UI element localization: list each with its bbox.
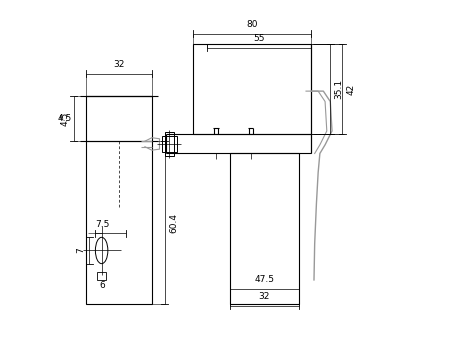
Text: 47.5: 47.5 xyxy=(254,275,274,284)
Text: 32: 32 xyxy=(113,60,125,69)
Bar xyxy=(97,272,106,280)
Text: 32: 32 xyxy=(259,293,270,301)
Text: 80: 80 xyxy=(247,20,258,30)
Text: 4.5: 4.5 xyxy=(57,114,71,123)
Text: 60.4: 60.4 xyxy=(169,213,178,233)
Text: 6: 6 xyxy=(100,281,106,290)
Bar xyxy=(86,96,152,304)
Bar xyxy=(162,136,177,152)
Text: 4.5: 4.5 xyxy=(61,112,70,126)
Text: 7: 7 xyxy=(76,247,85,253)
Bar xyxy=(164,132,174,156)
Bar xyxy=(194,44,311,134)
Text: 35.1: 35.1 xyxy=(335,79,344,100)
Text: 7.5: 7.5 xyxy=(95,220,110,229)
Text: 42: 42 xyxy=(347,84,356,95)
Text: 55: 55 xyxy=(253,34,265,43)
Bar xyxy=(230,153,299,304)
